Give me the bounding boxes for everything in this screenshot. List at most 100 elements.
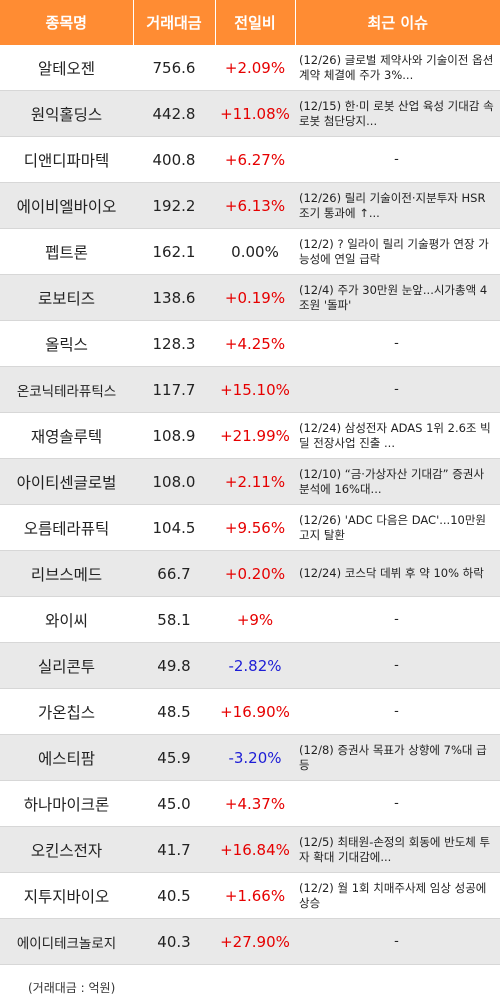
header-stock-name: 종목명 — [0, 0, 134, 45]
table-row[interactable]: 원익홀딩스 442.8 +11.08% (12/15) 한·미 로봇 산업 육성 기대… — [0, 90, 500, 137]
change-rate: +0.19% — [215, 274, 295, 321]
recent-issue: - — [295, 642, 500, 689]
table-row[interactable]: 아이티센글로벌 108.0 +2.11% (12/10) “금·가상자산 기대감” 증… — [0, 458, 500, 505]
trade-volume: 45.9 — [133, 734, 215, 781]
recent-issue-text: - — [394, 704, 399, 719]
recent-issue-text: (12/10) “금·가상자산 기대감” 증권사 분석에 16%대... — [299, 466, 485, 496]
recent-issue[interactable]: (12/24) 코스닥 데뷔 후 약 10% 하락 — [295, 550, 500, 597]
stock-name: 에스티팜 — [0, 734, 133, 781]
table-row[interactable]: 와이씨 58.1 +9% - — [0, 596, 500, 643]
recent-issue-text: (12/5) 최태원-손정의 회동에 반도체 투자 확대 기대감에... — [299, 834, 491, 864]
recent-issue-text: - — [394, 658, 399, 673]
recent-issue: - — [295, 366, 500, 413]
trade-volume: 58.1 — [133, 596, 215, 643]
recent-issue: - — [295, 918, 500, 965]
recent-issue-text: (12/8) 증권사 목표가 상향에 7%대 급등 — [299, 742, 487, 772]
stock-name: 재영솔루텍 — [0, 412, 133, 459]
trade-volume: 104.5 — [133, 504, 215, 551]
recent-issue-text: (12/26) 'ADC 다음은 DAC'...10만원 고지 탈환 — [299, 512, 487, 542]
change-rate: -3.20% — [215, 734, 295, 781]
recent-issue[interactable]: (12/15) 한·미 로봇 산업 육성 기대감 속 로봇 첨단당지... — [295, 90, 500, 137]
table-row[interactable]: 리브스메드 66.7 +0.20% (12/24) 코스닥 데뷔 후 약 10% 하락 — [0, 550, 500, 597]
recent-issue[interactable]: (12/26) 'ADC 다음은 DAC'...10만원 고지 탈환 — [295, 504, 500, 551]
table-row[interactable]: 재영솔루텍 108.9 +21.99% (12/24) 삼성전자 ADAS 1위 2.… — [0, 412, 500, 459]
stock-name: 지투지바이오 — [0, 872, 133, 919]
table-row[interactable]: 지투지바이오 40.5 +1.66% (12/2) 월 1회 치매주사제 임상 성공에… — [0, 872, 500, 919]
trade-volume: 40.5 — [133, 872, 215, 919]
header-recent-issue: 최근 이슈 — [295, 0, 500, 45]
recent-issue-text: (12/24) 삼성전자 ADAS 1위 2.6조 빅딜 전장사업 진출 ... — [299, 420, 491, 450]
recent-issue: - — [295, 688, 500, 735]
recent-issue-text: (12/26) 글로벌 제약사와 기술이전 옵션 계약 체결에 주가 3%... — [299, 52, 494, 82]
stock-name: 온코닉테라퓨틱스 — [0, 366, 133, 413]
trade-volume: 756.6 — [133, 45, 215, 91]
header-change: 전일비 — [215, 0, 296, 45]
recent-issue[interactable]: (12/4) 주가 30만원 눈앞...시가총액 4조원 '돌파' — [295, 274, 500, 321]
recent-issue[interactable]: (12/2) ? 일라이 릴리 기술평가 연장 가능성에 연일 급락 — [295, 228, 500, 275]
recent-issue-text: - — [394, 612, 399, 627]
stock-name: 알테오젠 — [0, 45, 133, 91]
table-row[interactable]: 올릭스 128.3 +4.25% - — [0, 320, 500, 367]
recent-issue-text: - — [394, 796, 399, 811]
stock-name: 에이비엘바이오 — [0, 182, 133, 229]
change-rate: 0.00% — [215, 228, 295, 275]
recent-issue-text: (12/2) 월 1회 치매주사제 임상 성공에 상승 — [299, 880, 487, 910]
table-header: 종목명 거래대금 전일비 최근 이슈 — [0, 0, 500, 45]
change-rate: +15.10% — [215, 366, 295, 413]
trade-volume: 41.7 — [133, 826, 215, 873]
footnote: (거래대금 : 억원) — [28, 981, 116, 995]
trade-volume: 66.7 — [133, 550, 215, 597]
table-row[interactable]: 알테오젠 756.6 +2.09% (12/26) 글로벌 제약사와 기술이전 옵션 … — [0, 45, 500, 91]
stock-name: 가온칩스 — [0, 688, 133, 735]
table-body: 알테오젠 756.6 +2.09% (12/26) 글로벌 제약사와 기술이전 옵션 … — [0, 45, 500, 965]
stock-name: 와이씨 — [0, 596, 133, 643]
trade-volume: 40.3 — [133, 918, 215, 965]
table-row[interactable]: 오킨스전자 41.7 +16.84% (12/5) 최태원-손정의 회동에 반도체 투… — [0, 826, 500, 873]
trade-volume: 128.3 — [133, 320, 215, 367]
recent-issue[interactable]: (12/5) 최태원-손정의 회동에 반도체 투자 확대 기대감에... — [295, 826, 500, 873]
change-rate: +6.27% — [215, 136, 295, 183]
stock-name: 로보티즈 — [0, 274, 133, 321]
recent-issue-text: (12/24) 코스닥 데뷔 후 약 10% 하락 — [299, 566, 484, 580]
recent-issue[interactable]: (12/24) 삼성전자 ADAS 1위 2.6조 빅딜 전장사업 진출 ... — [295, 412, 500, 459]
table-row[interactable]: 에이비엘바이오 192.2 +6.13% (12/26) 릴리 기술이전·지분투자 H… — [0, 182, 500, 229]
recent-issue[interactable]: (12/2) 월 1회 치매주사제 임상 성공에 상승 — [295, 872, 500, 919]
trade-volume: 49.8 — [133, 642, 215, 689]
table-row[interactable]: 에이디테크놀로지 40.3 +27.90% - — [0, 918, 500, 965]
recent-issue[interactable]: (12/26) 릴리 기술이전·지분투자 HSR 조기 통과에 ↑... — [295, 182, 500, 229]
stock-name: 디앤디파마텍 — [0, 136, 133, 183]
recent-issue[interactable]: (12/26) 글로벌 제약사와 기술이전 옵션 계약 체결에 주가 3%... — [295, 45, 500, 91]
table-row[interactable]: 오름테라퓨틱 104.5 +9.56% (12/26) 'ADC 다음은 DAC'..… — [0, 504, 500, 551]
table-row[interactable]: 펩트론 162.1 0.00% (12/2) ? 일라이 릴리 기술평가 연장 가능성… — [0, 228, 500, 275]
table-row[interactable]: 디앤디파마텍 400.8 +6.27% - — [0, 136, 500, 183]
change-rate: +6.13% — [215, 182, 295, 229]
change-rate: +4.25% — [215, 320, 295, 367]
table-row[interactable]: 실리콘투 49.8 -2.82% - — [0, 642, 500, 689]
change-rate: +21.99% — [215, 412, 295, 459]
recent-issue: - — [295, 320, 500, 367]
change-rate: +27.90% — [215, 918, 295, 965]
trade-volume: 192.2 — [133, 182, 215, 229]
table-row[interactable]: 온코닉테라퓨틱스 117.7 +15.10% - — [0, 366, 500, 413]
recent-issue[interactable]: (12/8) 증권사 목표가 상향에 7%대 급등 — [295, 734, 500, 781]
table-row[interactable]: 하나마이크론 45.0 +4.37% - — [0, 780, 500, 827]
stock-name: 리브스메드 — [0, 550, 133, 597]
change-rate: +0.20% — [215, 550, 295, 597]
recent-issue: - — [295, 136, 500, 183]
recent-issue[interactable]: (12/10) “금·가상자산 기대감” 증권사 분석에 16%대... — [295, 458, 500, 505]
header-trade-volume: 거래대금 — [133, 0, 216, 45]
recent-issue-text: (12/2) ? 일라이 릴리 기술평가 연장 가능성에 연일 급락 — [299, 236, 489, 266]
table-row[interactable]: 가온칩스 48.5 +16.90% - — [0, 688, 500, 735]
recent-issue-text: (12/4) 주가 30만원 눈앞...시가총액 4조원 '돌파' — [299, 282, 488, 312]
stock-name: 오름테라퓨틱 — [0, 504, 133, 551]
recent-issue-text: - — [394, 336, 399, 351]
stock-name: 올릭스 — [0, 320, 133, 367]
stock-table: 종목명 거래대금 전일비 최근 이슈 알테오젠 756.6 +2.09% (12/26… — [0, 0, 500, 965]
change-rate: +9% — [215, 596, 295, 643]
change-rate: +2.11% — [215, 458, 295, 505]
stock-name: 오킨스전자 — [0, 826, 133, 873]
table-row[interactable]: 로보티즈 138.6 +0.19% (12/4) 주가 30만원 눈앞...시가총액 … — [0, 274, 500, 321]
trade-volume: 162.1 — [133, 228, 215, 275]
table-row[interactable]: 에스티팜 45.9 -3.20% (12/8) 증권사 목표가 상향에 7%대 급등 — [0, 734, 500, 781]
trade-volume: 442.8 — [133, 90, 215, 137]
